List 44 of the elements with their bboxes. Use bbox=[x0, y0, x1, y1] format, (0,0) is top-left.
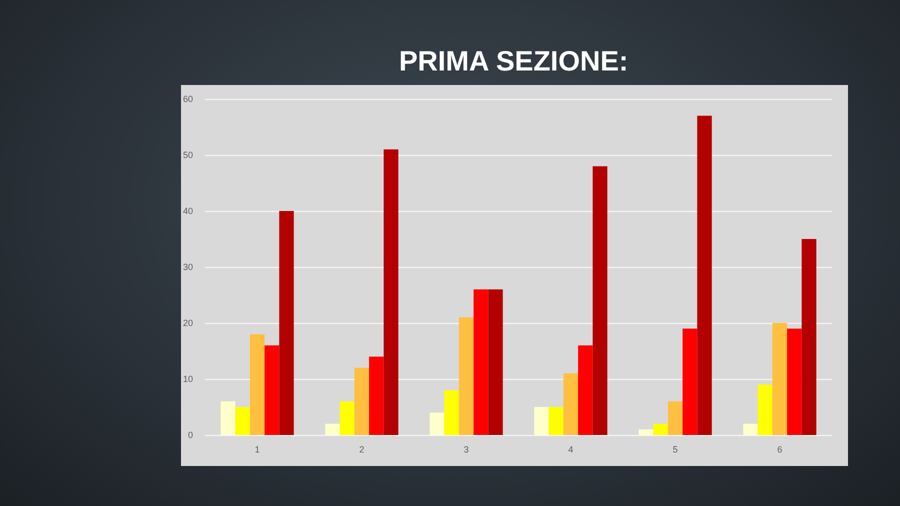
bar bbox=[563, 373, 578, 435]
bar bbox=[369, 356, 384, 435]
bar bbox=[548, 407, 564, 435]
bar bbox=[235, 407, 250, 435]
bar bbox=[592, 166, 608, 435]
x-tick-label: 1 bbox=[254, 444, 260, 454]
x-tick-label: 3 bbox=[464, 444, 469, 454]
bar bbox=[250, 334, 265, 435]
bar bbox=[458, 317, 474, 435]
bar bbox=[279, 211, 294, 435]
bar bbox=[220, 401, 236, 435]
bar bbox=[354, 368, 370, 435]
y-tick-label: 20 bbox=[182, 318, 193, 328]
bar bbox=[743, 424, 758, 435]
y-tick-label: 0 bbox=[188, 430, 193, 440]
y-tick-label: 60 bbox=[182, 94, 193, 104]
bar bbox=[772, 323, 788, 435]
bar bbox=[325, 424, 340, 435]
bar bbox=[653, 424, 668, 435]
bar bbox=[668, 401, 683, 435]
y-tick-label: 30 bbox=[182, 262, 193, 272]
bar bbox=[758, 384, 772, 435]
bar bbox=[430, 412, 444, 435]
bar bbox=[340, 401, 354, 435]
bar bbox=[638, 429, 654, 435]
x-tick-label: 2 bbox=[359, 444, 364, 454]
bar bbox=[474, 289, 488, 435]
y-tick-label: 10 bbox=[182, 374, 193, 384]
bar bbox=[697, 116, 712, 435]
bar bbox=[802, 239, 816, 435]
bar bbox=[682, 328, 698, 435]
bar bbox=[787, 328, 802, 435]
bar bbox=[488, 289, 503, 435]
bar bbox=[578, 345, 593, 435]
y-tick-label: 40 bbox=[182, 206, 193, 216]
x-tick-label: 5 bbox=[672, 444, 678, 454]
x-tick-label: 4 bbox=[568, 444, 574, 454]
bar bbox=[264, 345, 280, 435]
bar bbox=[384, 149, 398, 435]
x-tick-label: 6 bbox=[777, 444, 782, 454]
y-tick-label: 50 bbox=[182, 150, 193, 160]
bar bbox=[534, 407, 549, 435]
chart-title: PRIMA SEZIONE: bbox=[399, 46, 628, 76]
bar bbox=[444, 390, 459, 435]
